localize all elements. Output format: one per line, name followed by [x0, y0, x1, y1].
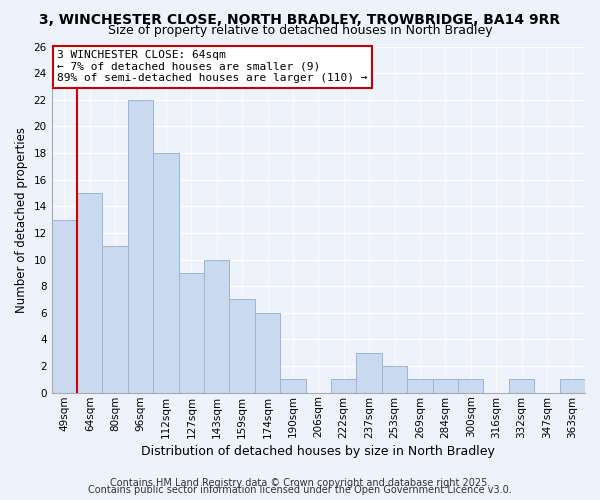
Bar [128, 100, 153, 392]
Y-axis label: Number of detached properties: Number of detached properties [15, 126, 28, 312]
Bar [331, 380, 356, 392]
Text: Contains HM Land Registry data © Crown copyright and database right 2025.: Contains HM Land Registry data © Crown c… [110, 478, 490, 488]
Bar [280, 380, 305, 392]
Text: 3 WINCHESTER CLOSE: 64sqm
← 7% of detached houses are smaller (9)
89% of semi-de: 3 WINCHESTER CLOSE: 64sqm ← 7% of detach… [57, 50, 367, 83]
Bar [560, 380, 585, 392]
Bar [77, 193, 103, 392]
Bar [179, 273, 204, 392]
Bar [356, 352, 382, 393]
Bar [382, 366, 407, 392]
Bar [52, 220, 77, 392]
X-axis label: Distribution of detached houses by size in North Bradley: Distribution of detached houses by size … [142, 444, 495, 458]
Bar [509, 380, 534, 392]
Bar [433, 380, 458, 392]
Bar [255, 313, 280, 392]
Text: 3, WINCHESTER CLOSE, NORTH BRADLEY, TROWBRIDGE, BA14 9RR: 3, WINCHESTER CLOSE, NORTH BRADLEY, TROW… [40, 12, 560, 26]
Bar [153, 153, 179, 392]
Text: Contains public sector information licensed under the Open Government Licence v3: Contains public sector information licen… [88, 485, 512, 495]
Text: Size of property relative to detached houses in North Bradley: Size of property relative to detached ho… [107, 24, 493, 37]
Bar [103, 246, 128, 392]
Bar [229, 300, 255, 392]
Bar [204, 260, 229, 392]
Bar [407, 380, 433, 392]
Bar [458, 380, 484, 392]
